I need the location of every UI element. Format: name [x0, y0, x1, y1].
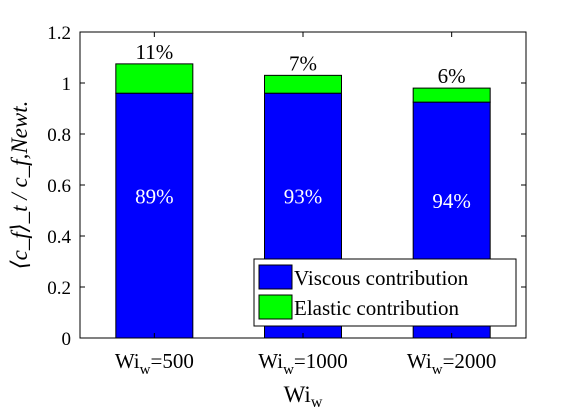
y-tick-label-1: 0.2 — [47, 278, 71, 299]
axes-frame — [79, 31, 527, 339]
data-label-viscous-2: 94% — [432, 189, 471, 213]
x-axis-title-main: Wi — [284, 382, 311, 407]
y-tick-label-2: 0.4 — [47, 227, 71, 248]
data-label-viscous-0: 89% — [135, 185, 174, 209]
y-tick-label-5: 1 — [62, 74, 72, 95]
data-label-viscous-1: 93% — [284, 185, 323, 209]
x-tick-prefix: Wi — [115, 349, 140, 373]
legend-swatch-0 — [258, 264, 293, 290]
x-axis-title-sub: w — [311, 394, 323, 411]
x-tick-label-2: Wiw=2000 — [407, 349, 497, 378]
x-tick-value: =2000 — [443, 349, 497, 373]
x-tick-subscript: w — [140, 362, 151, 378]
legend-label-1: Elastic contribution — [294, 296, 460, 320]
bar-viscous-0 — [115, 92, 194, 339]
data-label-elastic-2: 6% — [438, 64, 466, 88]
y-tick-label-3: 0.6 — [47, 176, 71, 197]
legend-swatch-1 — [258, 294, 293, 320]
x-tick-value: =1000 — [294, 349, 348, 373]
x-tick-prefix: Wi — [407, 349, 432, 373]
x-tick-value: =500 — [150, 349, 193, 373]
x-tick-label-1: Wiw=1000 — [258, 349, 348, 378]
x-tick-label-0: Wiw=500 — [115, 349, 194, 378]
x-tick-subscript: w — [432, 362, 443, 378]
x-axis-title: Wiw — [284, 382, 323, 411]
y-tick-label-0: 0 — [62, 329, 72, 350]
y-tick-label-6: 1.2 — [47, 23, 71, 44]
legend-box — [253, 258, 517, 327]
bar-elastic-0 — [115, 63, 194, 94]
legend-label-0: Viscous contribution — [294, 266, 469, 290]
data-label-elastic-1: 7% — [289, 51, 317, 75]
bar-elastic-2 — [412, 87, 491, 103]
y-tick-label-4: 0.8 — [47, 125, 71, 146]
y-axis-title: ⟨c_f⟩_t / c_f,Newt. — [7, 101, 32, 270]
data-label-elastic-0: 11% — [135, 40, 173, 64]
x-tick-subscript: w — [283, 362, 294, 378]
x-tick-prefix: Wi — [258, 349, 283, 373]
bar-elastic-1 — [264, 74, 342, 94]
